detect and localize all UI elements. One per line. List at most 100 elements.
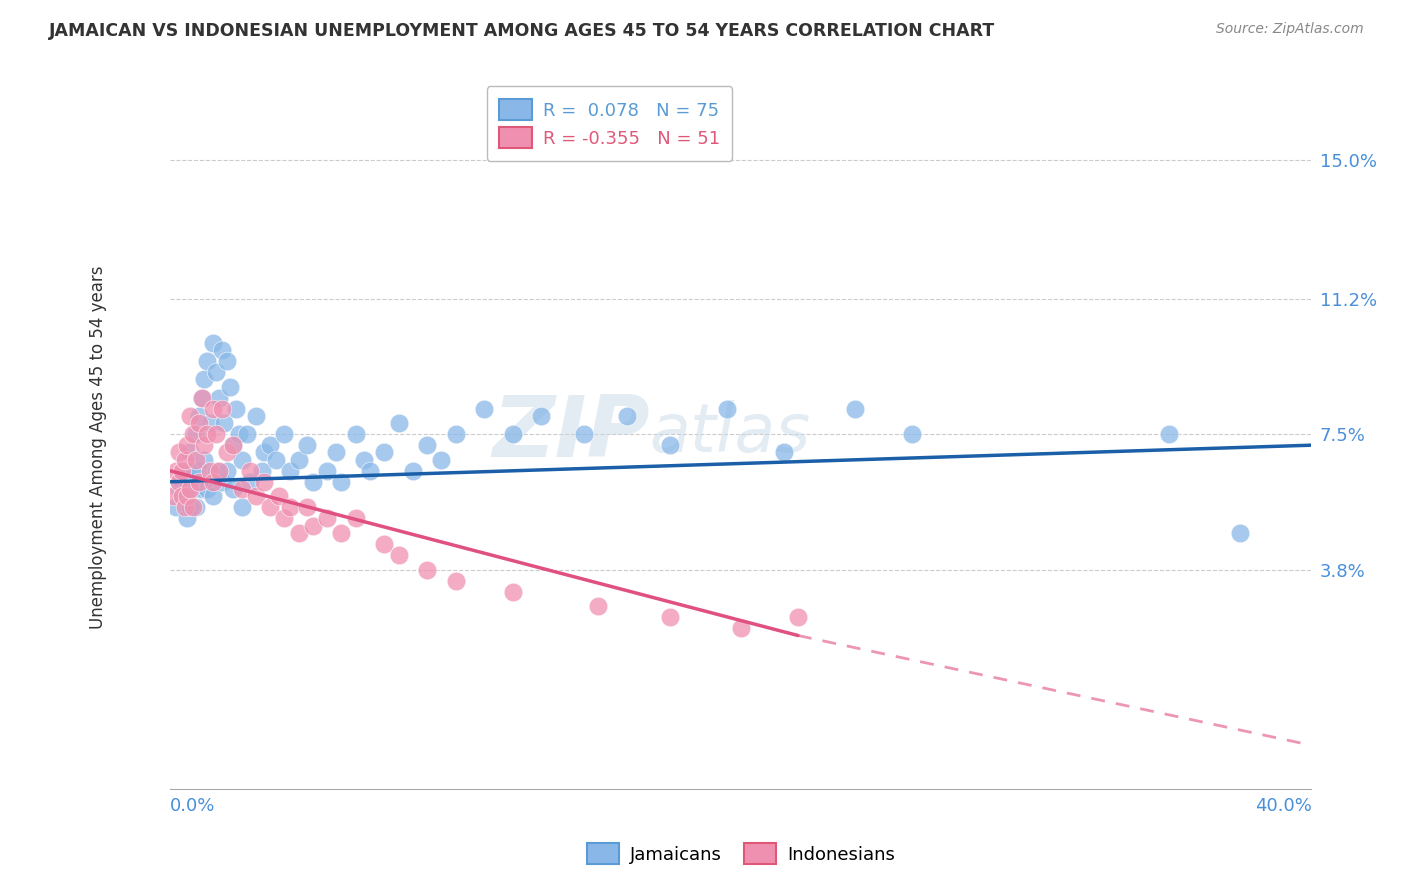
Point: [193, 452, 215, 467]
Point: [430, 452, 453, 467]
Point: [586, 599, 609, 614]
Point: [165, 464, 187, 478]
Point: [170, 475, 193, 489]
Point: [616, 409, 638, 423]
Point: [173, 490, 195, 504]
Point: [1229, 526, 1251, 541]
Point: [184, 500, 207, 515]
Point: [222, 438, 245, 452]
Point: [190, 391, 212, 405]
Point: [222, 482, 245, 496]
Text: ZIP: ZIP: [492, 392, 650, 475]
Point: [901, 427, 924, 442]
Point: [187, 409, 209, 423]
Point: [658, 438, 681, 452]
Point: [184, 427, 207, 442]
Point: [211, 475, 233, 489]
Point: [273, 511, 295, 525]
Point: [167, 475, 190, 489]
Point: [170, 464, 193, 478]
Point: [253, 475, 276, 489]
Point: [165, 500, 187, 515]
Point: [658, 610, 681, 624]
Point: [181, 500, 204, 515]
Point: [267, 490, 290, 504]
Point: [176, 511, 198, 525]
Point: [787, 610, 810, 624]
Point: [359, 464, 381, 478]
Point: [278, 464, 301, 478]
Point: [219, 379, 242, 393]
Point: [181, 427, 204, 442]
Point: [245, 409, 267, 423]
Point: [231, 452, 253, 467]
Point: [162, 490, 184, 504]
Point: [176, 482, 198, 496]
Point: [173, 464, 195, 478]
Point: [236, 427, 259, 442]
Point: [173, 452, 195, 467]
Point: [344, 511, 367, 525]
Point: [200, 464, 222, 478]
Point: [259, 438, 281, 452]
Point: [325, 445, 347, 459]
Point: [190, 482, 212, 496]
Point: [416, 563, 439, 577]
Point: [195, 427, 218, 442]
Point: [202, 490, 225, 504]
Point: [181, 464, 204, 478]
Point: [402, 464, 425, 478]
Point: [202, 335, 225, 350]
Point: [187, 475, 209, 489]
Point: [472, 401, 495, 416]
Point: [772, 445, 794, 459]
Point: [416, 438, 439, 452]
Point: [187, 464, 209, 478]
Point: [716, 401, 738, 416]
Point: [200, 416, 222, 430]
Point: [502, 584, 524, 599]
Point: [193, 438, 215, 452]
Text: JAMAICAN VS INDONESIAN UNEMPLOYMENT AMONG AGES 45 TO 54 YEARS CORRELATION CHART: JAMAICAN VS INDONESIAN UNEMPLOYMENT AMON…: [49, 22, 995, 40]
Point: [273, 427, 295, 442]
Point: [353, 452, 375, 467]
Point: [295, 500, 318, 515]
Point: [1157, 427, 1180, 442]
Point: [179, 482, 201, 496]
Text: atlas: atlas: [650, 401, 811, 467]
Point: [330, 475, 353, 489]
Point: [572, 427, 595, 442]
Point: [167, 445, 190, 459]
Point: [205, 464, 228, 478]
Point: [187, 416, 209, 430]
Point: [202, 475, 225, 489]
Point: [502, 427, 524, 442]
Point: [330, 526, 353, 541]
Point: [211, 401, 233, 416]
Point: [195, 482, 218, 496]
Point: [184, 452, 207, 467]
Point: [225, 401, 247, 416]
Point: [195, 354, 218, 368]
Point: [278, 500, 301, 515]
Point: [179, 445, 201, 459]
Text: 40.0%: 40.0%: [1254, 797, 1312, 814]
Text: Source: ZipAtlas.com: Source: ZipAtlas.com: [1216, 22, 1364, 37]
Point: [316, 511, 339, 525]
Point: [316, 464, 339, 478]
Point: [344, 427, 367, 442]
Point: [239, 475, 262, 489]
Point: [231, 482, 253, 496]
Point: [387, 416, 409, 430]
Point: [730, 621, 752, 635]
Point: [211, 343, 233, 357]
Point: [373, 537, 395, 551]
Point: [302, 518, 325, 533]
Point: [217, 354, 239, 368]
Point: [181, 482, 204, 496]
Point: [173, 500, 195, 515]
Point: [228, 427, 250, 442]
Point: [205, 427, 228, 442]
Point: [253, 445, 276, 459]
Point: [302, 475, 325, 489]
